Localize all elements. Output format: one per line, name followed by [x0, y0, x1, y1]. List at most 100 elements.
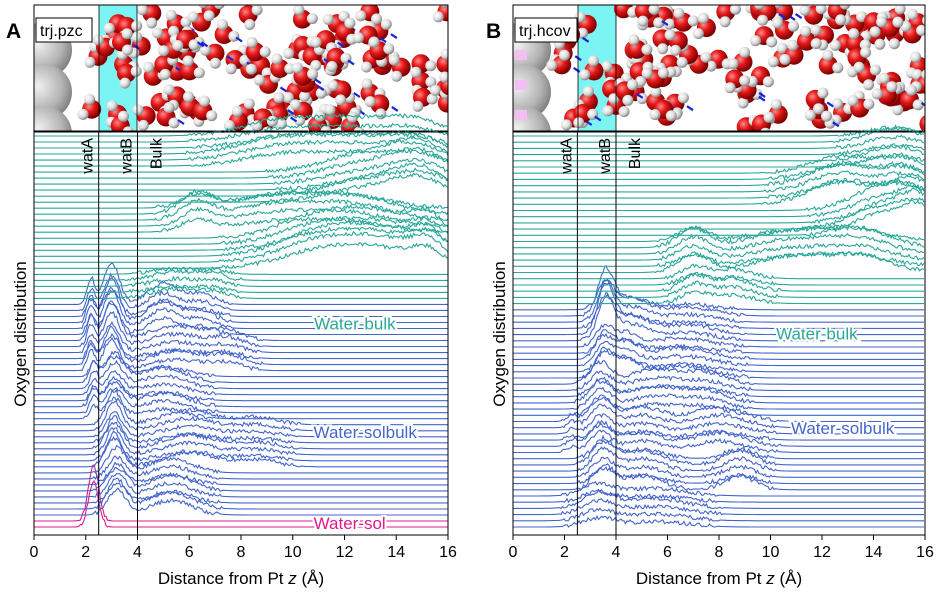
- hydrogen-atom: [103, 22, 115, 34]
- h-adsorbate: [515, 50, 527, 60]
- hydrogen-atom: [231, 105, 243, 117]
- hydrogen-bond: [826, 101, 834, 108]
- hydrogen-atom: [243, 98, 255, 110]
- series-line-solbulk: [34, 421, 448, 444]
- series-line-solbulk: [34, 436, 448, 463]
- hydrogen-atom: [391, 70, 403, 82]
- hydrogen-atom: [754, 5, 766, 10]
- series-line-bulk: [34, 148, 449, 167]
- hydrogen-atom: [932, 114, 938, 125]
- series-line-solbulk: [34, 350, 448, 384]
- series-line-solbulk: [34, 426, 448, 456]
- hydrogen-atom: [92, 34, 104, 46]
- hydrogen-bond: [778, 13, 786, 20]
- hydrogen-bond: [289, 116, 298, 123]
- snapshot-label-box: trj.pzc: [35, 17, 93, 43]
- series-line-solbulk: [513, 349, 924, 373]
- series-line-bulk: [34, 241, 449, 270]
- series-line-solbulk: [34, 286, 448, 318]
- hydrogen-atom: [579, 69, 591, 81]
- hydrogen-atom: [251, 5, 263, 16]
- series-line-solbulk: [513, 498, 924, 516]
- hydrogen-atom: [767, 56, 779, 68]
- series-line-bulk: [34, 135, 449, 174]
- oxygen-atom: [370, 94, 390, 114]
- hydrogen-atom: [559, 49, 570, 61]
- hydrogen-atom: [673, 7, 685, 19]
- hydrogen-atom: [310, 36, 322, 48]
- hydrogen-atom: [106, 100, 118, 112]
- series-line-bulk: [513, 232, 925, 255]
- h-adsorbate: [515, 110, 527, 120]
- hydrogen-atom: [697, 12, 709, 24]
- hydrogen-atom: [650, 86, 662, 98]
- hydrogen-atom: [130, 65, 142, 77]
- series-line-solbulk: [513, 346, 924, 379]
- series-line-solbulk: [34, 370, 448, 396]
- series-line-solbulk: [513, 292, 924, 342]
- hydrogen-bond: [636, 92, 644, 99]
- series-line-solbulk: [34, 466, 448, 486]
- hydrogen-atom: [664, 29, 676, 41]
- series-line-bulk: [34, 138, 449, 161]
- x-tick-label: 8: [237, 544, 246, 561]
- series-line-solbulk: [513, 439, 924, 460]
- hydrogen-atom: [657, 67, 669, 79]
- oxygen-atom: [214, 25, 234, 44]
- hydrogen-atom: [187, 11, 199, 23]
- hydrogen-bond: [594, 115, 602, 122]
- series-line-bulk: [513, 172, 925, 212]
- hydrogen-atom: [273, 92, 285, 104]
- hydrogen-atom: [692, 28, 704, 40]
- hydrogen-bond: [832, 121, 840, 128]
- hydrogen-atom: [874, 38, 886, 50]
- series-line-solbulk: [513, 423, 924, 441]
- hydrogen-atom: [136, 5, 148, 16]
- hydrogen-atom: [921, 69, 925, 80]
- x-tick-label: 16: [916, 544, 934, 561]
- series-line-bulk: [34, 132, 449, 149]
- panel-letter: A: [6, 20, 21, 43]
- hydrogen-atom: [84, 56, 96, 68]
- series-line-solbulk: [513, 281, 924, 336]
- hydrogen-atom: [847, 95, 859, 107]
- snapshot-label: trj.pzc: [40, 23, 83, 40]
- series-line-solbulk: [34, 359, 448, 390]
- hydrogen-atom: [203, 10, 215, 22]
- hydrogen-atom: [454, 79, 465, 90]
- series-line-bulk: [34, 285, 448, 300]
- series-line-solbulk: [34, 310, 448, 348]
- hydrogen-atom: [863, 79, 875, 91]
- series-line-bulk: [34, 167, 449, 192]
- hydrogen-atom: [618, 0, 629, 4]
- hydrogen-atom: [739, 46, 751, 58]
- hydrogen-atom: [788, 20, 799, 32]
- hydrogen-atom: [223, 120, 235, 131]
- hydrogen-atom: [432, 11, 444, 23]
- series-line-bulk: [34, 190, 449, 210]
- series-line-solbulk: [513, 278, 924, 323]
- series-line-solbulk: [34, 487, 448, 516]
- series-line-bulk: [513, 152, 925, 174]
- series-line-solbulk: [513, 413, 924, 435]
- series-line-solbulk: [513, 329, 924, 361]
- region-label: watB: [597, 138, 614, 175]
- hydrogen-atom: [425, 60, 437, 72]
- hydrogen-bond: [758, 91, 766, 98]
- x-tick-label: 6: [663, 544, 672, 561]
- hydrogen-atom: [293, 5, 305, 16]
- series-line-solbulk: [513, 396, 924, 416]
- hydrogen-atom: [360, 61, 372, 73]
- series-line-bulk: [513, 271, 924, 293]
- hydrogen-atom: [324, 104, 336, 116]
- hydrogen-bond: [197, 41, 205, 48]
- hydrogen-atom: [810, 38, 822, 50]
- series-line-bulk: [513, 251, 925, 268]
- hydrogen-atom: [326, 61, 338, 72]
- series-line-bulk: [34, 197, 449, 221]
- series-line-solbulk: [34, 262, 448, 305]
- x-tick-label: 0: [509, 544, 518, 561]
- series-line-solbulk: [513, 340, 924, 367]
- hydrogen-bond: [390, 33, 398, 40]
- hydrogen-atom: [132, 104, 144, 116]
